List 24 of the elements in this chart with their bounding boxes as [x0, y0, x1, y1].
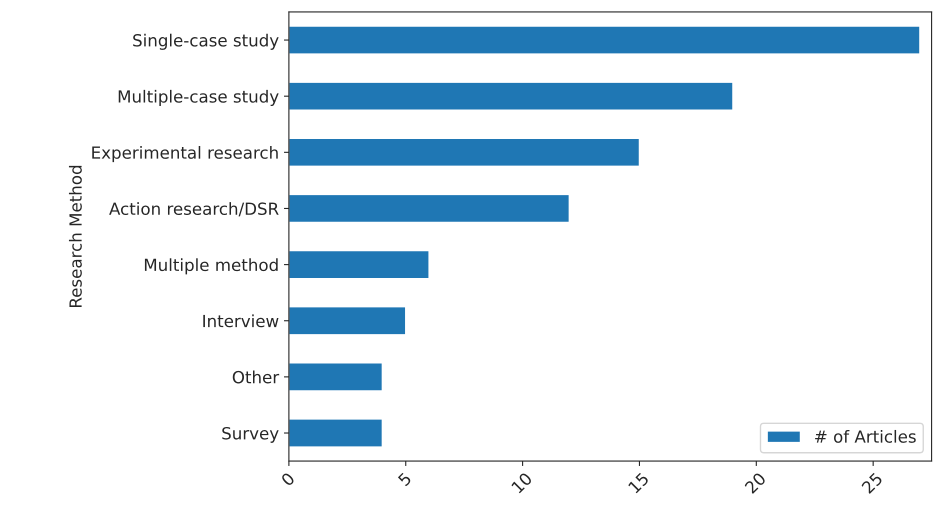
y-tick-label: Interview: [203, 314, 278, 328]
legend-label: # of Articles: [815, 430, 916, 443]
y-tick-label: Multiple method: [144, 258, 278, 274]
y-axis-title: Research Method: [68, 166, 82, 308]
bar: [288, 250, 430, 280]
bar: [288, 362, 384, 392]
x-tick-label: 10: [510, 472, 533, 494]
bar: [288, 138, 640, 168]
x-tick-label: 5: [398, 472, 412, 487]
y-tick-label: Survey: [222, 426, 279, 443]
bar: [288, 25, 921, 55]
y-tick-label: Experimental research: [92, 146, 278, 162]
x-tick-label: 0: [280, 472, 296, 487]
x-tick-label: 20: [744, 472, 766, 494]
x-tick-label: 15: [628, 472, 650, 494]
y-tick-label: Multiple-case study: [118, 90, 279, 106]
y-tick-label: Other: [232, 370, 280, 384]
bar: [288, 306, 406, 336]
y-tick-label: Action research/DSR: [109, 202, 279, 216]
bar: [288, 194, 570, 224]
y-tick-label: Single-case study: [133, 34, 279, 50]
bar: [288, 81, 734, 111]
bar: [288, 418, 384, 448]
x-tick-label: 25: [861, 472, 884, 494]
